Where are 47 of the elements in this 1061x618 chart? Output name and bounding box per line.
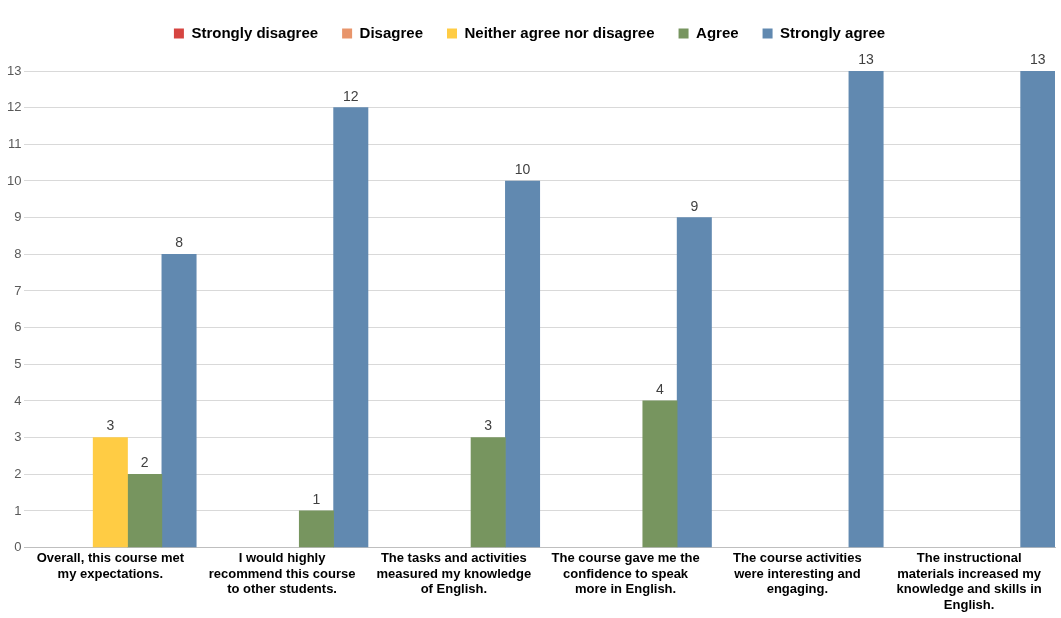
- x-tick-label: The course activities were interesting and engaging.: [733, 549, 862, 597]
- y-tick-label: 8: [14, 245, 22, 261]
- y-tick-label: 4: [14, 392, 22, 408]
- legend-label: Strongly disagree: [191, 23, 319, 41]
- legend-label: Neither agree nor disagree: [464, 23, 655, 41]
- bar: [505, 180, 541, 548]
- legend-label: Disagree: [359, 23, 423, 41]
- y-tick-label: 2: [14, 465, 22, 481]
- data-label: 12: [343, 87, 359, 104]
- legend-label: Strongly agree: [780, 23, 886, 41]
- y-tick-label: 7: [14, 282, 22, 298]
- y-tick-label: 9: [14, 209, 22, 225]
- x-tick-label: The tasks and activities measured my knowledge of English.: [376, 549, 532, 597]
- data-label: 8: [175, 234, 184, 251]
- bar: [470, 437, 506, 548]
- data-label: 3: [106, 417, 115, 434]
- x-tick-label: Overall, this course met my expectations.: [36, 549, 185, 581]
- bar: [333, 107, 369, 548]
- bar: [1020, 71, 1055, 548]
- x-tick-label: The course gave me the confidence to speak more in English.: [551, 549, 700, 597]
- y-tick-label: 0: [14, 539, 22, 555]
- x-tick-label: The instructional materials increased my knowledge and skills in English.: [896, 549, 1042, 612]
- data-label: 10: [514, 160, 531, 177]
- y-tick-label: 3: [14, 429, 22, 445]
- data-label: 3: [484, 417, 493, 434]
- bar: [127, 473, 163, 548]
- y-tick-label: 6: [14, 319, 22, 335]
- y-tick-label: 1: [14, 502, 22, 518]
- bar: [642, 400, 678, 548]
- bar: [848, 71, 884, 548]
- legend-label: Agree: [696, 23, 739, 41]
- data-label: 1: [312, 490, 321, 507]
- y-tick-label: 10: [6, 172, 22, 188]
- bar: [161, 253, 197, 548]
- y-tick-label: 12: [6, 99, 22, 115]
- data-label: 13: [1030, 50, 1046, 67]
- bar: [298, 510, 334, 548]
- y-tick-label: 5: [14, 355, 22, 371]
- data-label: 9: [690, 197, 699, 214]
- y-tick-label: 13: [6, 62, 22, 78]
- data-label: 4: [656, 380, 665, 397]
- bar: [676, 217, 712, 548]
- data-label: 2: [140, 454, 149, 471]
- bar: [92, 437, 128, 548]
- x-tick-label: I would highly recommend this course to other students.: [208, 549, 356, 597]
- data-label: 13: [858, 50, 875, 67]
- y-tick-label: 11: [7, 135, 22, 151]
